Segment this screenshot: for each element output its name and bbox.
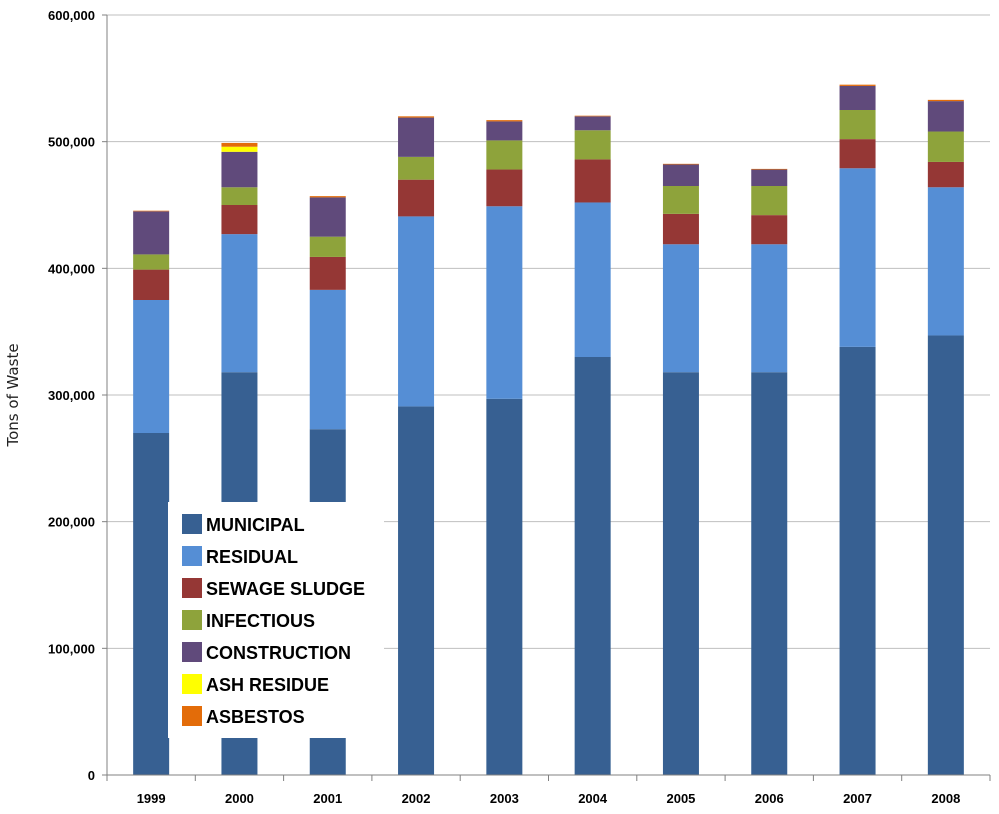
bar-segment-construction <box>662 164 699 186</box>
legend-box <box>168 502 384 738</box>
bar-segment-residual <box>662 244 699 373</box>
legend-swatch <box>182 610 202 630</box>
bar-segment-asbestos <box>486 120 523 122</box>
legend-label: INFECTIOUS <box>206 611 315 631</box>
bar-segment-construction <box>309 197 346 237</box>
bar-segment-construction <box>839 85 876 110</box>
bar-segment-residual <box>398 216 435 407</box>
x-tick-label: 1999 <box>137 791 166 806</box>
y-tick-label: 600,000 <box>48 8 95 23</box>
legend: MUNICIPAL RESIDUAL SEWAGE SLUDGE INFECTIOUS… <box>168 502 384 738</box>
bar-segment-infectious <box>662 186 699 214</box>
bar-segment-residual <box>927 187 964 336</box>
y-tick-label: 200,000 <box>48 515 95 530</box>
bar-segment-asbestos <box>839 84 876 86</box>
y-tick-label: 500,000 <box>48 135 95 150</box>
bar-segment-asbestos <box>751 168 788 170</box>
bar-segment-municipal <box>839 346 876 775</box>
x-tick-label: 2003 <box>490 791 519 806</box>
bar-segment-municipal <box>751 372 788 775</box>
legend-label: CONSTRUCTION <box>206 643 351 663</box>
bar-segment-asbestos <box>662 163 699 165</box>
bar-segment-residual <box>486 206 523 399</box>
bar-segment-infectious <box>221 187 258 205</box>
y-tick-label: 400,000 <box>48 261 95 276</box>
x-tick-label: 2008 <box>931 791 960 806</box>
x-tick-label: 2000 <box>225 791 254 806</box>
bar-segment-sewage-sludge <box>574 159 611 203</box>
x-tick-label: 2004 <box>578 791 608 806</box>
legend-swatch <box>182 706 202 726</box>
legend-swatch <box>182 674 202 694</box>
legend-swatch <box>182 578 202 598</box>
x-tick-label: 2007 <box>843 791 872 806</box>
bar-segment-sewage-sludge <box>398 179 435 217</box>
bar-segment-residual <box>751 244 788 373</box>
bar-segment-sewage-sludge <box>486 169 523 207</box>
bar-segment-sewage-sludge <box>309 256 346 290</box>
bar-segment-asbestos <box>221 142 258 147</box>
legend-label: MUNICIPAL <box>206 515 305 535</box>
bar-segment-construction <box>398 117 435 157</box>
bar-segment-infectious <box>486 140 523 170</box>
bar-segment-asbestos <box>927 99 964 102</box>
axes <box>102 14 991 781</box>
bar-segment-sewage-sludge <box>839 139 876 169</box>
legend-label: ASBESTOS <box>206 707 305 727</box>
bar-segment-construction <box>927 101 964 132</box>
bar-segment-asbestos <box>309 196 346 198</box>
bar-segment-residual <box>309 289 346 430</box>
bar-segment-municipal <box>486 398 523 775</box>
bar-segment-construction <box>574 116 611 131</box>
legend-swatch <box>182 642 202 662</box>
x-tick-label: 2005 <box>666 791 695 806</box>
bar-segment-construction <box>486 121 523 141</box>
bar-segment-construction <box>221 151 258 188</box>
bar-segment-residual <box>221 234 258 373</box>
bar-segment-sewage-sludge <box>927 161 964 188</box>
bar-segment-infectious <box>133 254 170 270</box>
bar-segment-ash-residue <box>221 146 258 152</box>
bar-segment-asbestos <box>574 115 611 117</box>
bar-segment-municipal <box>662 372 699 775</box>
bar-segment-municipal <box>927 335 964 775</box>
bar-segment-municipal <box>133 433 170 775</box>
bar-segment-sewage-sludge <box>221 205 258 235</box>
legend-label: RESIDUAL <box>206 547 298 567</box>
y-axis-title: Tons of Waste <box>4 343 22 447</box>
x-tick-label: 2002 <box>402 791 431 806</box>
bar-segment-sewage-sludge <box>751 215 788 245</box>
bar-segment-sewage-sludge <box>133 269 170 300</box>
x-tick-label: 2001 <box>313 791 342 806</box>
bar-segment-asbestos <box>398 116 435 118</box>
bar-segment-infectious <box>398 156 435 180</box>
bar-segment-infectious <box>574 130 611 160</box>
legend-swatch <box>182 546 202 566</box>
legend-label: ASH RESIDUE <box>206 675 329 695</box>
legend-swatch <box>182 514 202 534</box>
bar-segment-infectious <box>927 131 964 162</box>
x-tick-labels: 1999 2000 2001 2002 2003 2004 2005 2006 2007 2008 <box>137 791 961 806</box>
bar-segment-infectious <box>751 186 788 216</box>
bar-segment-municipal <box>398 406 435 775</box>
x-tick-label: 2006 <box>755 791 784 806</box>
bar-segment-residual <box>574 202 611 357</box>
bar-segment-residual <box>133 300 170 433</box>
y-tick-label: 0 <box>88 768 95 783</box>
bar-segment-sewage-sludge <box>662 213 699 245</box>
y-tick-label: 100,000 <box>48 641 95 656</box>
bar-segment-construction <box>133 211 170 255</box>
legend-label: SEWAGE SLUDGE <box>206 579 365 599</box>
y-tick-label: 300,000 <box>48 388 95 403</box>
bar-segment-infectious <box>839 110 876 140</box>
bar-segment-municipal <box>574 357 611 775</box>
bar-segment-asbestos <box>133 210 170 212</box>
y-tick-labels: 0 100,000 200,000 300,000 400,000 500,000 600,… <box>48 8 95 783</box>
bar-segment-construction <box>751 169 788 186</box>
bar-segment-infectious <box>309 236 346 257</box>
bar-segment-residual <box>839 168 876 347</box>
